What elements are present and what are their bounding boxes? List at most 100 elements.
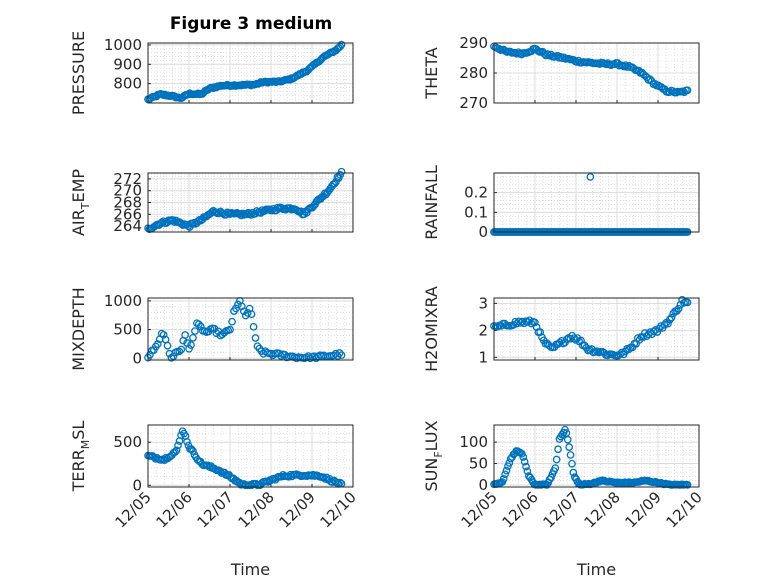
data-point: [159, 330, 168, 339]
y-tick-label: 270: [459, 94, 488, 112]
y-tick-label: 268: [113, 194, 142, 212]
data-point: [333, 479, 341, 487]
data-point: [337, 167, 346, 176]
data-point: [330, 179, 339, 188]
data-point: [664, 319, 672, 328]
data-point: [167, 353, 176, 362]
data-point: [511, 317, 520, 326]
data-point: [177, 345, 186, 354]
data-point: [189, 447, 197, 455]
axes-background: [494, 425, 699, 487]
data-point: [566, 451, 575, 459]
y-tick-label: 0.1: [464, 203, 488, 221]
data-point: [191, 327, 199, 335]
y-axis-label: RAINFALL: [422, 165, 441, 240]
data-point: [228, 317, 236, 326]
data-point: [249, 322, 258, 331]
data-point: [683, 86, 692, 95]
y-tick-label: 50: [469, 454, 488, 472]
data-point: [190, 218, 198, 227]
data-point: [243, 309, 252, 317]
data-point: [683, 481, 692, 489]
y-axis-label: PRESSURE: [69, 31, 88, 115]
y-tick-label: 800: [113, 75, 142, 93]
y-tick-label: 0: [478, 223, 488, 241]
axes-box: [147, 424, 354, 488]
axes-box: [493, 297, 700, 361]
data-point: [562, 335, 571, 344]
y-tick-label: 2: [478, 321, 488, 339]
data-point: [551, 464, 560, 473]
data-point: [189, 334, 197, 342]
data-point: [547, 473, 555, 482]
data-point: [495, 44, 503, 53]
data-point: [501, 470, 509, 479]
data-point: [181, 331, 189, 339]
y-tick-label: 290: [459, 34, 488, 52]
subplot-rainfall: 0 0.10.2 RAINFALL: [422, 165, 700, 241]
data-point: [555, 338, 564, 347]
data-point: [523, 467, 532, 476]
y-tick-label: 266: [113, 205, 142, 223]
data-point: [174, 441, 182, 450]
axes-box: [147, 297, 354, 361]
y-tick-label: 1000: [104, 292, 142, 310]
data-point: [335, 349, 344, 357]
data-point: [565, 443, 574, 451]
axes-box: [493, 424, 700, 488]
data-point: [536, 328, 545, 336]
data-point: [251, 334, 260, 342]
data-point: [522, 462, 530, 471]
y-axis-label: THETA: [422, 47, 441, 99]
data-point: [234, 300, 242, 309]
figure-title: Figure 3 medium: [170, 14, 332, 34]
y-tick-label: 280: [459, 64, 488, 82]
data-point: [665, 315, 674, 324]
data-point: [187, 341, 195, 349]
data-point: [527, 319, 536, 328]
data-point: [623, 479, 632, 487]
subplot-theta: 270 280 290 THETA: [422, 34, 700, 112]
data-point: [336, 478, 344, 487]
data-point: [237, 302, 246, 311]
y-axis-label: TERRMSL: [69, 421, 92, 493]
data-point: [563, 435, 572, 444]
data-point: [577, 336, 585, 345]
data-point: [518, 317, 527, 326]
y-tick-label: 0: [132, 349, 142, 367]
data-point: [337, 40, 346, 49]
axes-background: [494, 173, 699, 232]
data-point: [593, 347, 601, 356]
y-tick-label: 0: [478, 476, 488, 494]
data-point: [226, 325, 234, 334]
data-point: [506, 47, 515, 56]
data-point: [237, 81, 246, 90]
data-point: [502, 466, 511, 475]
data-point: [172, 446, 181, 455]
y-tick-label: 100: [459, 433, 488, 451]
data-point: [571, 336, 580, 344]
data-point: [530, 318, 539, 327]
x-axis-label: Time: [230, 560, 270, 579]
data-point: [220, 328, 229, 337]
y-tick-label: 270: [113, 182, 142, 200]
data-point: [516, 318, 525, 327]
data-point: [185, 344, 193, 353]
subplot-mixdepth: 0 500 1000 MIXDEPTH: [69, 287, 354, 371]
data-point: [586, 173, 595, 181]
y-tick-label: 1000: [104, 36, 142, 54]
data-point: [499, 475, 508, 483]
x-axis-label: Time: [576, 560, 616, 579]
data-point: [183, 437, 191, 446]
data-point: [651, 326, 660, 334]
y-tick-label: 272: [113, 170, 142, 188]
data-point: [177, 220, 186, 228]
data-point: [170, 218, 179, 226]
data-point: [169, 352, 178, 361]
data-point: [337, 351, 346, 360]
data-point: [657, 322, 665, 330]
data-point: [532, 323, 541, 332]
data-point: [194, 320, 203, 329]
